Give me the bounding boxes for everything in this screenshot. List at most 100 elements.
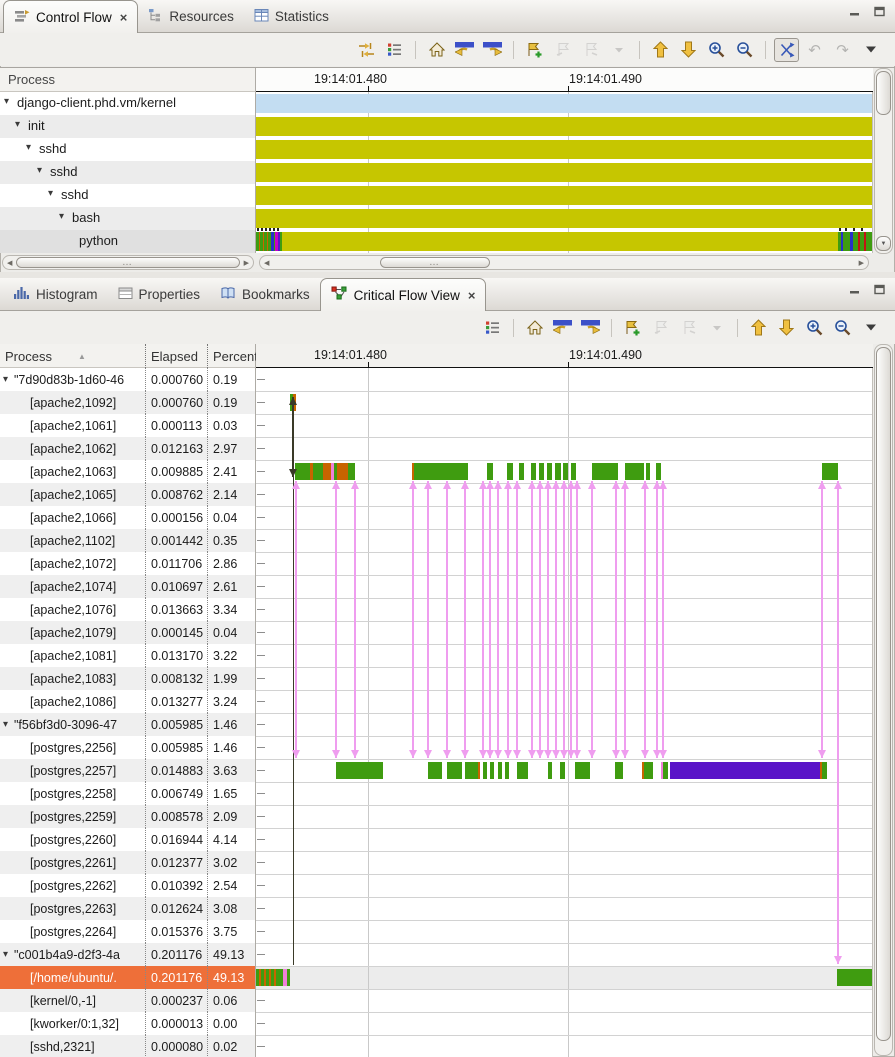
next-marker-icon[interactable] — [578, 316, 603, 340]
redo-icon[interactable]: ↷ — [830, 38, 855, 62]
state-bar[interactable] — [560, 762, 565, 779]
state-bar[interactable] — [670, 762, 820, 779]
state-bar[interactable] — [256, 94, 873, 113]
state-bar[interactable] — [547, 463, 552, 480]
state-bar[interactable] — [256, 140, 873, 159]
state-bar[interactable] — [447, 762, 462, 779]
prev-marker-icon[interactable] — [452, 38, 477, 62]
tab-bookmarks[interactable]: Bookmarks — [210, 279, 320, 310]
table-row[interactable]: [apache2,1081]0.0131703.22 — [0, 644, 256, 667]
table-row[interactable]: "c001b4a9-d2f3-4a▾0.20117649.13 — [0, 943, 256, 966]
prev-marker-icon[interactable] — [550, 316, 575, 340]
critical-flow-chart[interactable] — [256, 368, 873, 1057]
state-bar[interactable] — [592, 463, 618, 480]
state-bar[interactable] — [487, 463, 493, 480]
table-row[interactable]: [postgres,2263]0.0126243.08 — [0, 897, 256, 920]
tree-row[interactable]: ▾init — [0, 115, 255, 138]
expander-icon[interactable]: ▾ — [3, 374, 8, 385]
state-bar[interactable] — [548, 762, 552, 779]
tree-row[interactable]: ▾django-client.phd.vm/kernel — [0, 92, 255, 115]
chart-h-scrollbar[interactable]: ◀ … ▶ — [259, 255, 869, 270]
state-bar[interactable] — [563, 463, 568, 480]
minimize-button[interactable] — [848, 283, 861, 295]
view-menu-icon[interactable] — [858, 316, 883, 340]
scrollbar-thumb[interactable] — [876, 347, 891, 1041]
expander-icon[interactable]: ▾ — [15, 119, 20, 130]
table-row[interactable]: [postgres,2264]0.0153763.75 — [0, 920, 256, 943]
table-row[interactable]: [apache2,1065]0.0087622.14 — [0, 483, 256, 506]
state-bar[interactable] — [531, 463, 536, 480]
table-row[interactable]: [kernel/0,-1]0.0002370.06 — [0, 989, 256, 1012]
show-legend-icon[interactable] — [382, 38, 407, 62]
expander-icon[interactable]: ▾ — [37, 165, 42, 176]
state-bar[interactable] — [615, 762, 623, 779]
up-icon[interactable] — [648, 38, 673, 62]
table-row[interactable]: [postgres,2257]0.0148833.63 — [0, 759, 256, 782]
up-icon[interactable] — [746, 316, 771, 340]
table-row[interactable]: [apache2,1066]0.0001560.04 — [0, 506, 256, 529]
home-icon[interactable] — [522, 316, 547, 340]
state-bar[interactable] — [837, 969, 872, 986]
home-icon[interactable] — [424, 38, 449, 62]
zoom-out-icon[interactable] — [732, 38, 757, 62]
state-bar[interactable] — [507, 463, 513, 480]
tab-control-flow[interactable]: Control Flow × — [3, 0, 138, 33]
state-bar[interactable] — [256, 186, 873, 205]
table-row[interactable]: [postgres,2259]0.0085782.09 — [0, 805, 256, 828]
control-flow-chart[interactable] — [256, 92, 873, 253]
state-bar[interactable] — [428, 762, 442, 779]
state-bar[interactable] — [656, 463, 661, 480]
table-row[interactable]: [sshd,2321]0.0000800.02 — [0, 1035, 256, 1057]
state-bar[interactable] — [575, 762, 590, 779]
state-bar[interactable] — [348, 463, 355, 480]
state-bar[interactable] — [517, 762, 528, 779]
state-bar[interactable] — [337, 463, 348, 480]
undo-icon[interactable]: ↶ — [802, 38, 827, 62]
scrollbar-thumb[interactable] — [876, 71, 891, 115]
state-bar[interactable] — [625, 463, 644, 480]
table-row[interactable]: [apache2,1083]0.0081321.99 — [0, 667, 256, 690]
scroll-down-icon[interactable]: ▼ — [876, 236, 891, 251]
show-legend-icon[interactable] — [480, 316, 505, 340]
table-row[interactable]: [apache2,1092]0.0007600.19 — [0, 391, 256, 414]
close-icon[interactable]: × — [120, 10, 128, 25]
table-row[interactable]: "f56bf3d0-3096-47▾0.0059851.46 — [0, 713, 256, 736]
table-row[interactable]: [apache2,1063]0.0098852.41 — [0, 460, 256, 483]
view-menu-icon[interactable] — [858, 38, 883, 62]
tab-resources[interactable]: Resources — [138, 1, 244, 32]
column-header-process[interactable]: Process ▲ — [0, 344, 146, 368]
state-bar[interactable] — [414, 463, 468, 480]
scrollbar-thumb[interactable]: … — [380, 257, 490, 268]
down-icon[interactable] — [676, 38, 701, 62]
table-row[interactable]: "7d90d83b-1d60-46▾0.0007600.19 — [0, 368, 256, 391]
top-v-scrollbar[interactable]: ▼ — [874, 68, 893, 254]
next-marker-icon[interactable] — [480, 38, 505, 62]
scroll-left-icon[interactable]: ◀ — [7, 256, 12, 269]
state-bar[interactable] — [313, 463, 323, 480]
state-bar[interactable] — [478, 762, 480, 779]
column-header-percent[interactable]: Percent — [208, 344, 256, 368]
state-bar[interactable] — [256, 163, 873, 182]
scrollbar-thumb[interactable]: … — [16, 257, 240, 268]
table-row[interactable]: [kworker/0:1,32]0.0000130.00 — [0, 1012, 256, 1035]
maximize-button[interactable] — [873, 283, 886, 295]
tab-histogram[interactable]: Histogram — [3, 279, 108, 310]
tab-statistics[interactable]: Statistics — [244, 1, 339, 32]
scroll-right-icon[interactable]: ▶ — [859, 256, 864, 269]
table-row[interactable]: [apache2,1076]0.0136633.34 — [0, 598, 256, 621]
expander-icon[interactable]: ▾ — [59, 211, 64, 222]
column-header-elapsed[interactable]: Elapsed — [146, 344, 208, 368]
state-bar[interactable] — [822, 463, 838, 480]
tree-row[interactable]: ▾sshd — [0, 184, 255, 207]
state-bar[interactable] — [336, 762, 383, 779]
table-row[interactable]: [apache2,1072]0.0117062.86 — [0, 552, 256, 575]
zoom-in-icon[interactable] — [704, 38, 729, 62]
zoom-out-icon[interactable] — [830, 316, 855, 340]
state-bar[interactable] — [646, 463, 650, 480]
state-bar[interactable] — [539, 463, 544, 480]
table-row[interactable]: [postgres,2258]0.0067491.65 — [0, 782, 256, 805]
align-views-icon[interactable] — [354, 38, 379, 62]
prev-bookmark-icon[interactable] — [550, 38, 575, 62]
state-bar[interactable] — [256, 209, 873, 228]
table-row[interactable]: [postgres,2256]0.0059851.46 — [0, 736, 256, 759]
